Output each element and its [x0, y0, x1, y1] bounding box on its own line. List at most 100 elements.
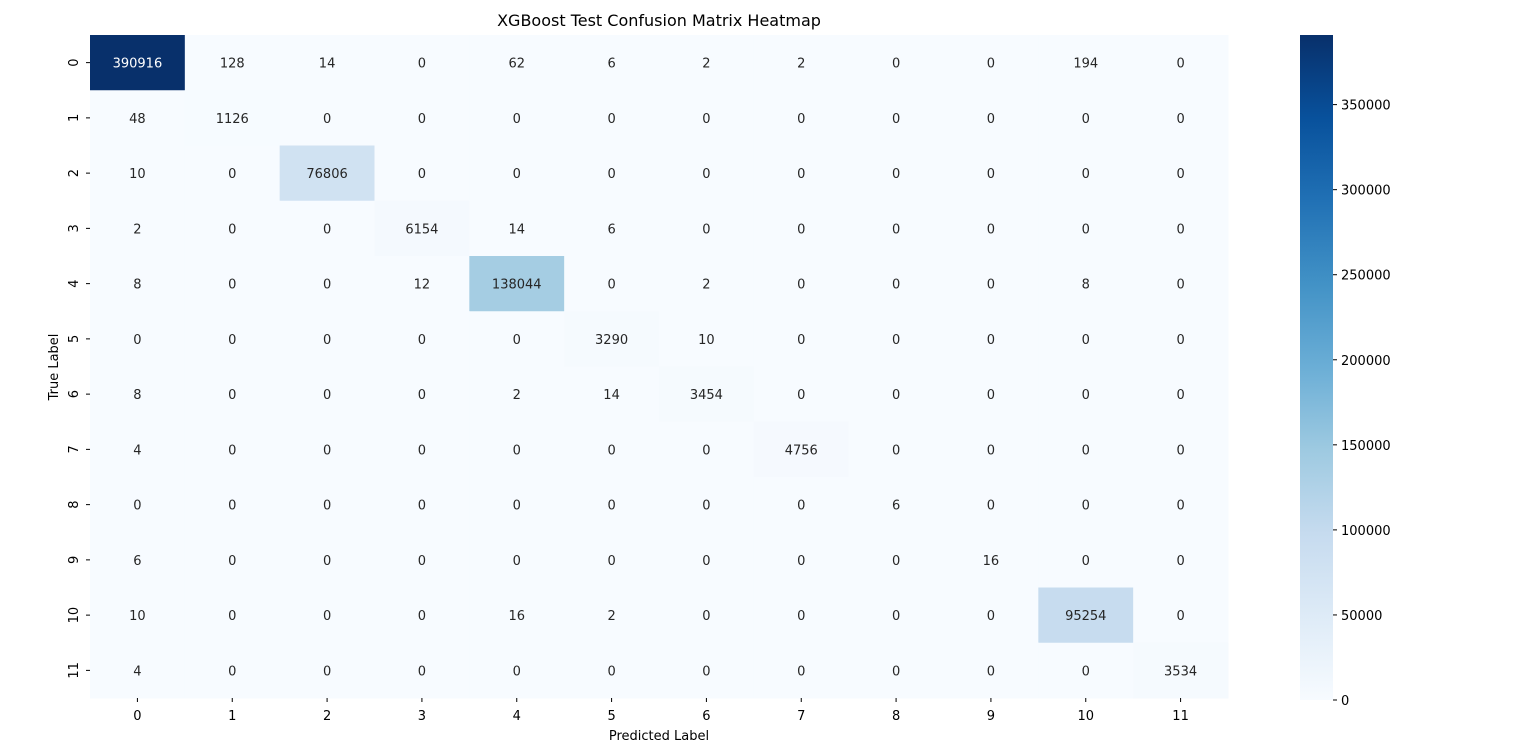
- heatmap-cell: [469, 587, 565, 644]
- cell-value-label: 0: [1176, 222, 1184, 237]
- heatmap-cell: [659, 587, 755, 644]
- cell-value-label: 14: [508, 222, 525, 237]
- x-tick-label: 10: [1077, 709, 1094, 724]
- heatmap-cell: [184, 366, 281, 423]
- x-tick-label: 11: [1172, 709, 1189, 724]
- heatmap-cell: [374, 256, 470, 312]
- cell-value-label: 0: [418, 664, 426, 679]
- heatmap-cell: [184, 90, 281, 146]
- cell-value-label: 6: [133, 554, 141, 569]
- heatmap-cell: [1133, 311, 1229, 367]
- cell-value-label: 390916: [113, 57, 163, 72]
- x-tick-label: 2: [323, 709, 331, 724]
- cell-value-label: 0: [987, 609, 995, 624]
- heatmap-cell: [1133, 145, 1229, 202]
- cell-value-label: 0: [892, 554, 900, 569]
- heatmap-cell: [1038, 35, 1134, 91]
- heatmap-cell: [1038, 477, 1134, 533]
- heatmap-cell: [469, 366, 565, 423]
- heatmap-cell: [469, 256, 565, 312]
- y-tick-label: 10: [67, 607, 82, 624]
- cell-value-label: 0: [892, 443, 900, 458]
- heatmap-cell: [1038, 145, 1134, 202]
- cell-value-label: 0: [323, 388, 331, 403]
- cell-value-label: 0: [418, 499, 426, 514]
- cell-value-label: 0: [702, 222, 710, 237]
- heatmap-cell: [564, 200, 660, 257]
- cell-value-label: 0: [607, 554, 615, 569]
- cell-value-label: 0: [228, 278, 236, 293]
- cell-value-label: 76806: [306, 167, 347, 182]
- cell-value-label: 0: [513, 333, 521, 348]
- cell-value-label: 0: [892, 333, 900, 348]
- cell-value-label: 0: [892, 278, 900, 293]
- cell-value-label: 0: [702, 499, 710, 514]
- y-tick-label: 11: [67, 662, 82, 679]
- heatmap-cell: [279, 421, 375, 478]
- x-tick-label: 9: [987, 709, 995, 724]
- heatmap-cell: [469, 642, 565, 699]
- cell-value-label: 0: [228, 499, 236, 514]
- cell-value-label: 0: [323, 112, 331, 127]
- heatmap-cell: [1038, 311, 1134, 367]
- heatmap-cell: [753, 35, 850, 91]
- y-axis-label: True Label: [47, 334, 62, 402]
- cell-value-label: 0: [797, 278, 805, 293]
- colorbar-tick-label: 100000: [1341, 524, 1391, 539]
- heatmap-cell: [1038, 421, 1134, 478]
- heatmap-cell: [659, 477, 755, 533]
- heatmap-cell: [1133, 421, 1229, 478]
- heatmap-cell: [184, 256, 281, 312]
- cell-value-label: 0: [987, 278, 995, 293]
- x-tick-label: 8: [892, 709, 900, 724]
- cell-value-label: 0: [987, 664, 995, 679]
- heatmap-cell: [469, 200, 565, 257]
- x-axis-label: Predicted Label: [609, 729, 709, 744]
- heatmap-cell: [184, 421, 281, 478]
- heatmap-cell: [469, 145, 565, 202]
- cell-value-label: 0: [513, 499, 521, 514]
- cell-value-label: 0: [892, 664, 900, 679]
- heatmap-cell: [659, 642, 755, 699]
- heatmap-cell: [848, 477, 944, 533]
- heatmap-cell: [564, 477, 660, 533]
- cell-value-label: 0: [323, 333, 331, 348]
- cell-value-label: 0: [133, 333, 141, 348]
- cell-value-label: 0: [797, 333, 805, 348]
- colorbar-tick-label: 0: [1341, 694, 1349, 709]
- cell-value-label: 16: [983, 554, 1000, 569]
- cell-value-label: 0: [797, 112, 805, 127]
- cell-value-label: 0: [987, 499, 995, 514]
- cell-value-label: 0: [323, 609, 331, 624]
- x-tick-label: 7: [797, 709, 805, 724]
- heatmap-cell: [90, 477, 186, 533]
- colorbar-tick-label: 50000: [1341, 609, 1382, 624]
- heatmap-cell: [1133, 477, 1229, 533]
- cell-value-label: 0: [797, 554, 805, 569]
- cell-value-label: 0: [1082, 112, 1090, 127]
- cell-value-label: 4756: [785, 443, 818, 458]
- cell-value-label: 0: [323, 554, 331, 569]
- heatmap-cell: [1038, 90, 1134, 146]
- cell-value-label: 2: [702, 57, 710, 72]
- heatmap-cell: [184, 587, 281, 644]
- heatmap-cell: [1133, 642, 1229, 699]
- heatmap-cell: [943, 587, 1039, 644]
- cell-value-label: 0: [702, 443, 710, 458]
- x-tick-label: 1: [228, 709, 236, 724]
- cell-value-label: 0: [797, 167, 805, 182]
- heatmap-cell: [659, 145, 755, 202]
- cell-value-label: 0: [1176, 333, 1184, 348]
- heatmap-cell: [753, 90, 850, 146]
- cell-value-label: 2: [797, 57, 805, 72]
- heatmap-cell: [184, 532, 281, 588]
- cell-value-label: 95254: [1065, 609, 1106, 624]
- heatmap-cell: [943, 421, 1039, 478]
- cell-value-label: 10: [698, 333, 715, 348]
- cell-value-label: 0: [1082, 664, 1090, 679]
- cell-value-label: 0: [797, 222, 805, 237]
- heatmap-cell: [848, 256, 944, 312]
- heatmap-cell: [184, 477, 281, 533]
- heatmap-cell: [753, 145, 850, 202]
- heatmap-cell: [659, 35, 755, 91]
